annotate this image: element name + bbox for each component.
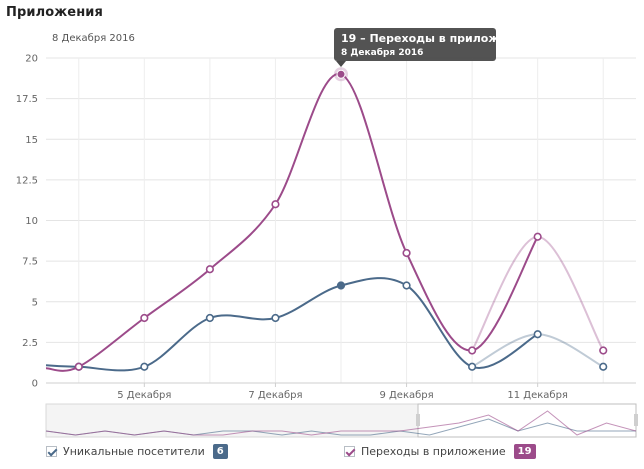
count-badge: 19 xyxy=(513,444,536,459)
y-tick-label: 15 xyxy=(25,135,38,146)
y-tick-label: 2.5 xyxy=(22,338,38,349)
y-tick-label: 12.5 xyxy=(16,175,38,186)
x-tick-label: 9 Декабря xyxy=(379,390,433,401)
count-badge: 6 xyxy=(212,444,228,459)
data-point xyxy=(271,200,280,209)
data-point xyxy=(533,232,542,241)
data-point xyxy=(140,362,149,371)
tooltip-box xyxy=(334,28,496,61)
series-line xyxy=(45,73,539,372)
data-point-highlighted xyxy=(336,69,346,79)
legend-label: Переходы в приложение xyxy=(361,445,506,458)
range-navigator[interactable] xyxy=(45,403,638,438)
x-tick-label: 7 Декабря xyxy=(248,390,302,401)
y-tick-label: 17.5 xyxy=(16,94,38,105)
data-point xyxy=(533,330,542,339)
x-tick-label: 11 Декабря xyxy=(507,390,568,401)
y-tick-label: 0 xyxy=(32,379,38,390)
y-tick-label: 20 xyxy=(25,54,38,65)
data-point xyxy=(599,346,608,355)
navigator-window xyxy=(417,403,637,438)
series-points xyxy=(74,67,608,371)
chart-grid xyxy=(46,57,636,384)
y-axis-ticks: 0 2.5 5 7.5 10 12.5 15 17.5 20 xyxy=(16,54,38,390)
data-point xyxy=(205,313,214,323)
selected-date-label: 8 Декабря 2016 xyxy=(52,33,135,44)
data-point xyxy=(402,248,411,258)
tooltip-date: 8 Декабря 2016 xyxy=(341,47,423,58)
data-point xyxy=(336,281,346,290)
data-point xyxy=(468,346,477,355)
y-tick-label: 5 xyxy=(32,297,38,308)
y-tick-label: 10 xyxy=(25,216,38,227)
data-point xyxy=(402,281,411,290)
navigator-right-handle xyxy=(634,414,638,426)
app-transitions-checkbox[interactable] xyxy=(344,446,355,457)
data-point xyxy=(140,313,149,323)
unique-visitors-checkbox[interactable] xyxy=(46,446,57,457)
data-point xyxy=(74,362,83,371)
navigator-left-handle xyxy=(416,414,420,426)
data-point xyxy=(271,313,280,323)
tooltip-value: 19 – Переходы в приложение xyxy=(341,32,530,45)
navigator-series-line xyxy=(45,410,637,436)
x-tick-label: 5 Декабря xyxy=(117,390,171,401)
x-axis-ticks: 5 Декабря 7 Декабря 9 Декабря 11 Декабря xyxy=(46,382,636,401)
y-tick-label: 7.5 xyxy=(22,257,38,268)
data-point xyxy=(599,362,608,371)
legend-item-app-transitions[interactable]: Переходы в приложение 19 xyxy=(344,444,536,459)
legend-label: Уникальные посетители xyxy=(63,445,205,458)
data-point xyxy=(205,265,214,274)
tooltip: 19 – Переходы в приложение 8 Декабря 2016 xyxy=(334,28,530,67)
legend-item-unique-visitors[interactable]: Уникальные посетители 6 xyxy=(46,444,228,459)
page-title: Приложения xyxy=(6,5,103,20)
tooltip-arrow xyxy=(336,61,346,67)
data-point xyxy=(468,362,477,371)
